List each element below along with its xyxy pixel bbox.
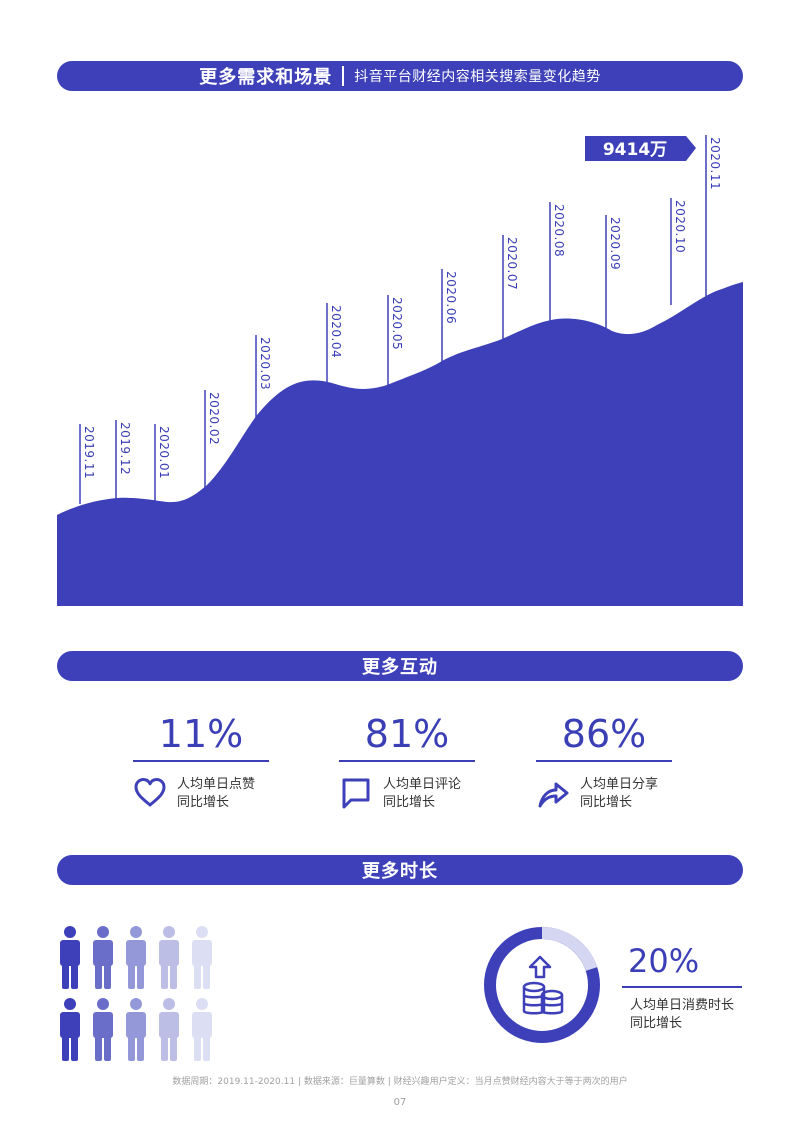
month-label: 2020.04 <box>329 305 343 358</box>
share-icon <box>538 782 569 808</box>
month-label: 2020.01 <box>157 426 171 479</box>
person-icon <box>60 998 80 1061</box>
stat-sublabel: 同比增长 <box>580 795 633 810</box>
month-label: 2020.09 <box>608 217 622 270</box>
search-volume-area-chart: 2019.11 2019.12 2020.01 2020.02 2020.03 2020.… <box>57 135 743 606</box>
section-header-interaction: 更多互动 <box>57 651 743 681</box>
month-label: 2020.10 <box>673 200 687 253</box>
person-icon <box>126 998 146 1061</box>
month-label: 2020.02 <box>207 392 221 445</box>
person-icon <box>192 998 212 1061</box>
divider <box>536 760 672 762</box>
stat-value: 86% <box>561 712 647 756</box>
search-volume-area <box>57 282 743 606</box>
callout-value: 9414万 <box>603 140 667 160</box>
heart-icon <box>134 778 166 807</box>
stat-comments: 81% 人均单日评论 同比增长 <box>339 710 475 810</box>
stat-sublabel: 同比增长 <box>177 795 230 810</box>
section-header-duration: 更多时长 <box>57 855 743 885</box>
month-label: 2020.03 <box>258 337 272 390</box>
person-icon <box>126 926 146 989</box>
stat-likes: 11% 人均单日点赞 同比增长 <box>133 710 269 810</box>
stat-sublabel: 同比增长 <box>383 795 436 810</box>
coins-icon <box>522 955 564 1015</box>
divider <box>342 66 345 86</box>
month-label: 2020.05 <box>390 297 404 350</box>
stat-value: 81% <box>364 712 450 756</box>
month-label: 2019.11 <box>82 426 96 479</box>
duration-sublabel: 同比增长 <box>630 1016 683 1031</box>
stat-description: 人均单日点赞 同比增长 <box>177 776 255 812</box>
stat-shares: 86% 人均单日分享 同比增长 <box>536 710 672 810</box>
stat-description: 人均单日分享 同比增长 <box>580 776 658 812</box>
callout-box <box>585 136 696 161</box>
comment-icon <box>342 778 370 809</box>
person-icon <box>159 926 179 989</box>
divider <box>133 760 269 762</box>
people-pictogram <box>60 926 212 1061</box>
section-title: 更多需求和场景 <box>199 67 333 88</box>
month-label: 2019.12 <box>118 422 132 475</box>
ring-progress <box>484 927 600 1043</box>
month-label: 2020.07 <box>505 237 519 290</box>
peak-callout: 9414万 <box>585 136 696 161</box>
month-markers: 2019.11 2019.12 2020.01 2020.02 2020.03 2020.… <box>79 135 722 504</box>
duration-value: 20% <box>628 942 700 980</box>
data-source-note: 数据周期：2019.11-2020.11 | 数据来源：巨量算数 | 财经兴趣用… <box>172 1077 628 1087</box>
section-header-demand: 更多需求和场景 抖音平台财经内容相关搜索量变化趋势 <box>57 61 743 91</box>
month-label: 2020.06 <box>444 271 458 324</box>
person-icon <box>93 998 113 1061</box>
section-title: 更多时长 <box>362 861 438 882</box>
page-number: 07 <box>393 1097 407 1108</box>
stat-description: 人均单日评论 同比增长 <box>383 776 461 812</box>
divider <box>622 986 742 988</box>
stat-label: 人均单日点赞 <box>177 777 256 792</box>
month-label: 2020.08 <box>552 204 566 257</box>
section-subtitle: 抖音平台财经内容相关搜索量变化趋势 <box>354 69 601 85</box>
person-icon <box>159 998 179 1061</box>
person-icon <box>93 926 113 989</box>
duration-progress-ring <box>484 927 600 1043</box>
duration-description: 人均单日消费时长 同比增长 <box>630 997 734 1033</box>
duration-label: 人均单日消费时长 <box>630 998 735 1013</box>
section-title: 更多互动 <box>362 657 438 678</box>
person-icon <box>60 926 80 989</box>
person-icon <box>192 926 212 989</box>
stat-label: 人均单日评论 <box>383 777 462 792</box>
divider <box>339 760 475 762</box>
month-label: 2020.11 <box>708 137 722 190</box>
stat-value: 11% <box>158 712 244 756</box>
stat-label: 人均单日分享 <box>580 777 659 792</box>
